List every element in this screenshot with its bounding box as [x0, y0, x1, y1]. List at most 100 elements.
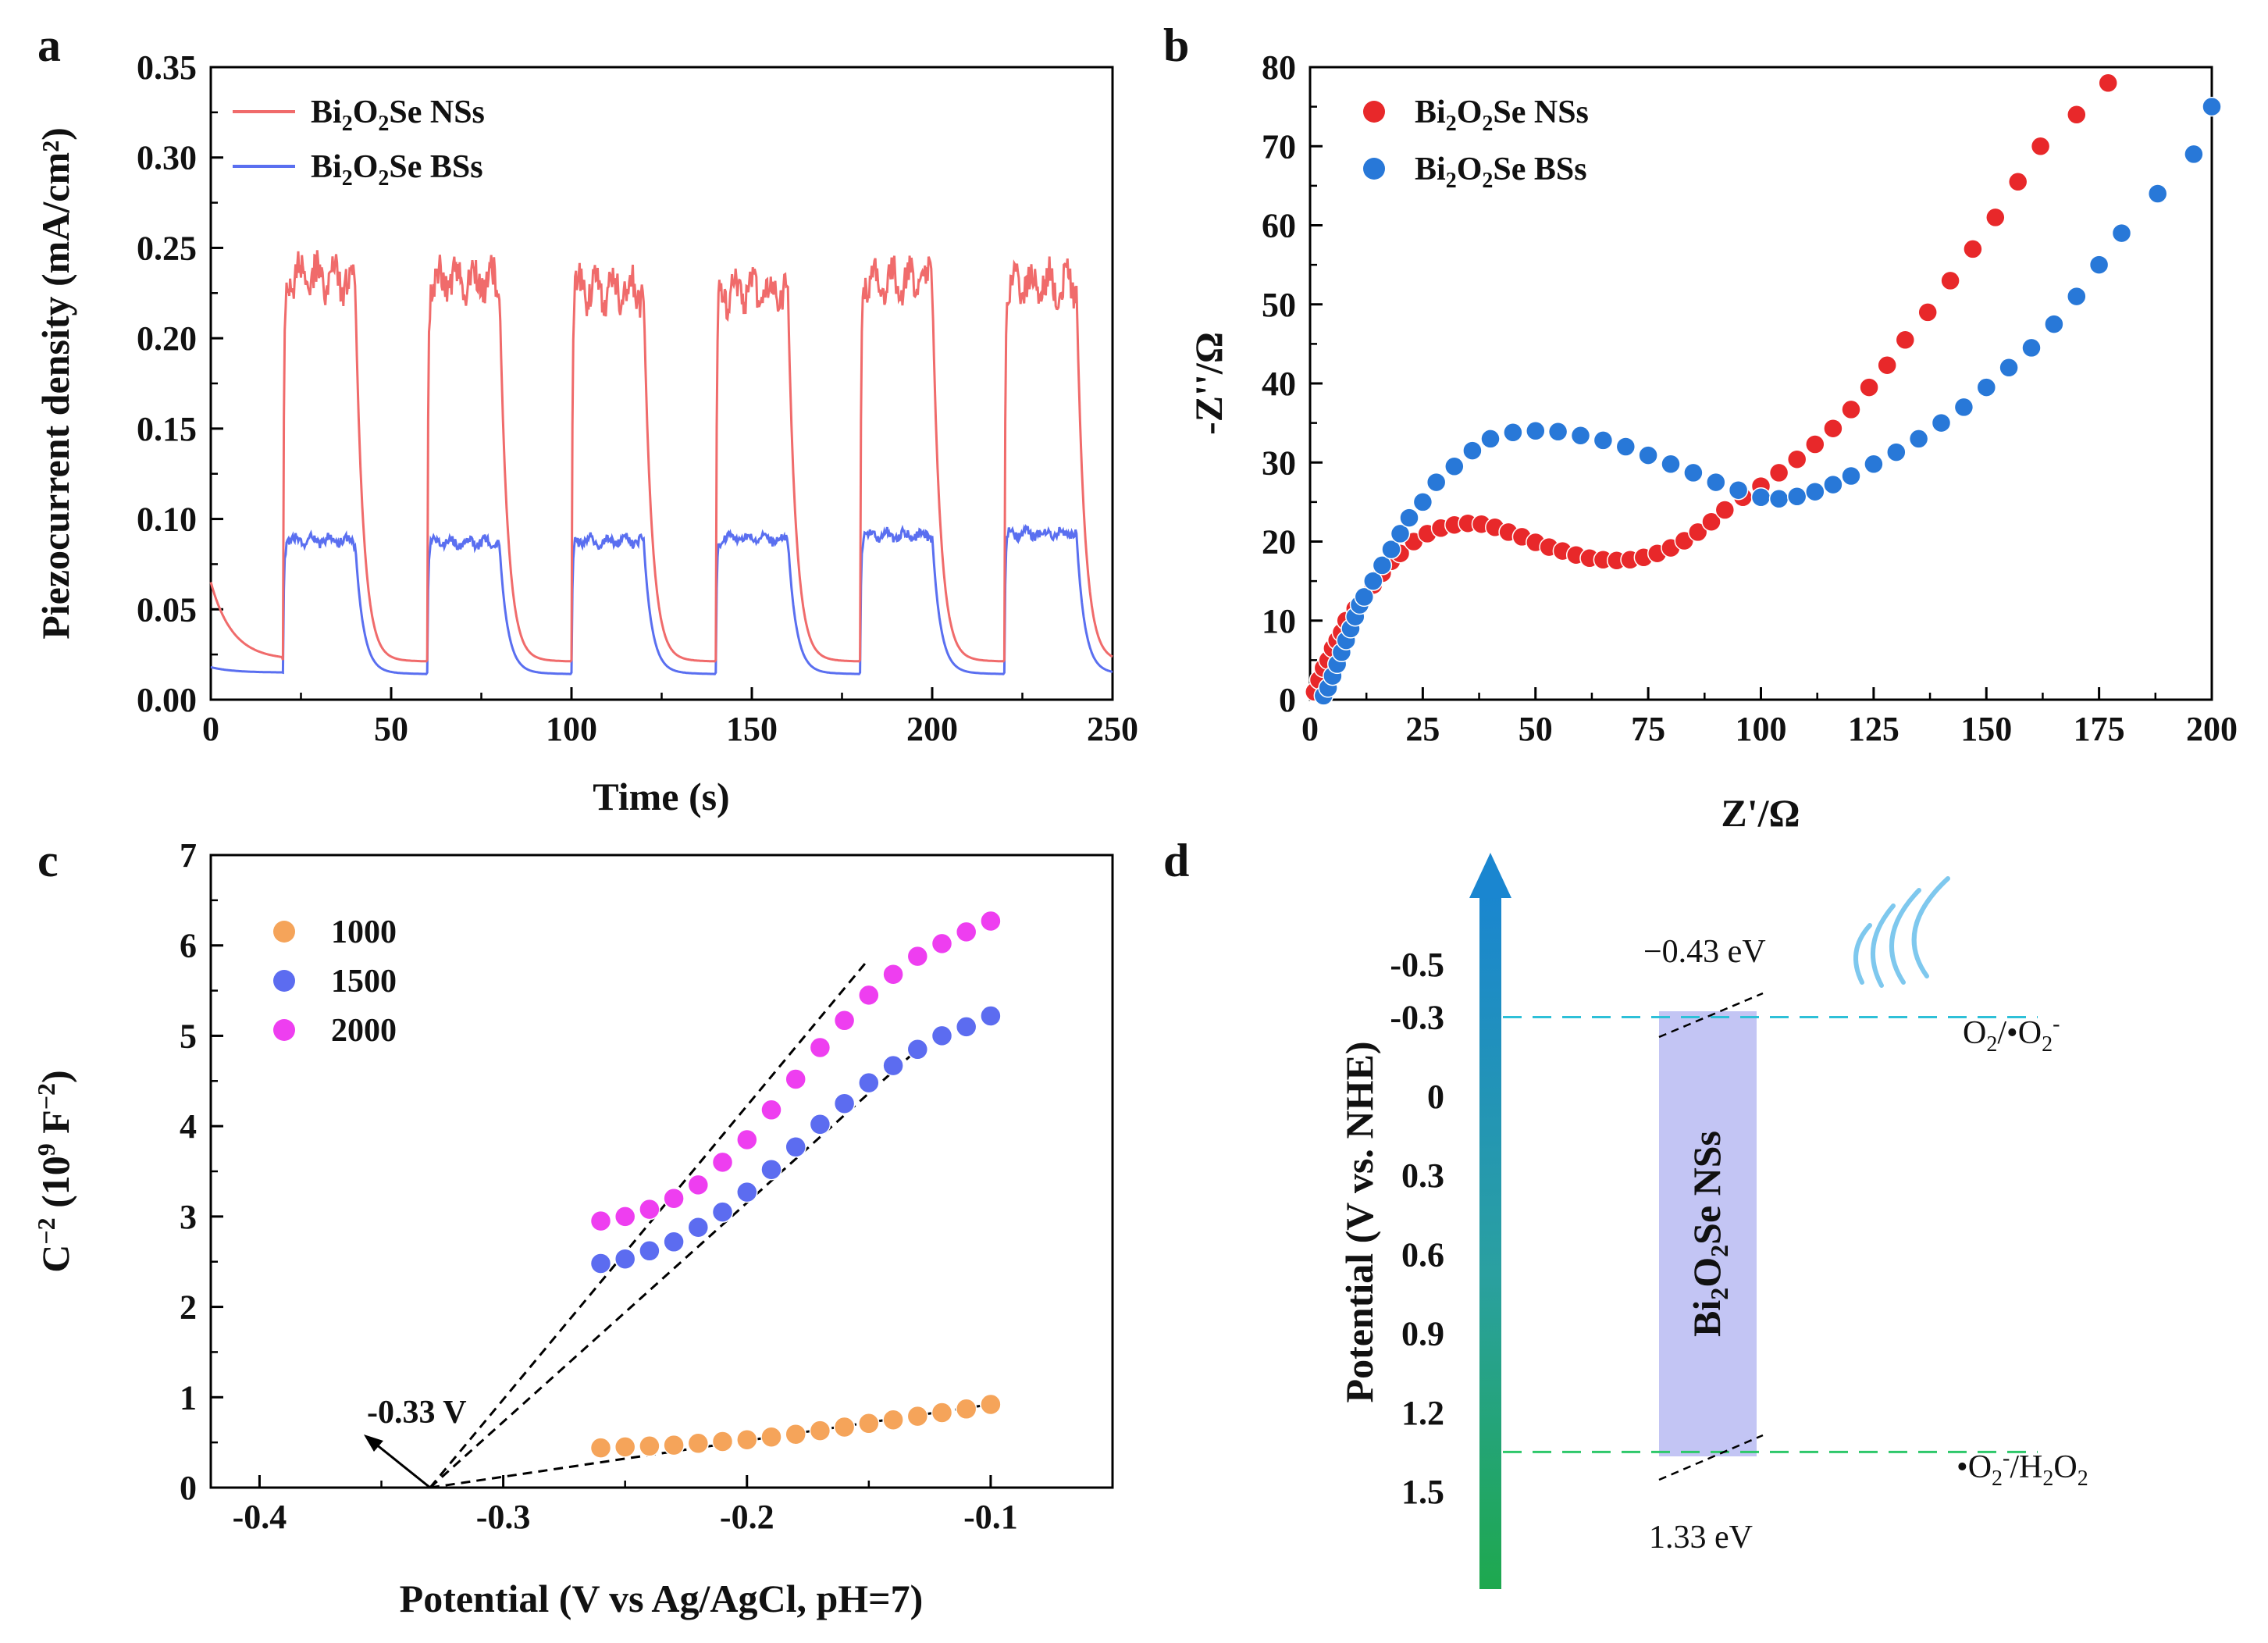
point-1500	[980, 1005, 1002, 1027]
legend-1500-label: 1500	[331, 964, 397, 1000]
arrow-line	[371, 1439, 431, 1489]
point-2000	[687, 1174, 710, 1196]
ns-point	[1877, 355, 1897, 376]
band-rectangle	[1659, 1011, 1757, 1456]
ns-point	[1985, 207, 2006, 228]
potential-tick-label: -0.3	[1390, 999, 1444, 1037]
bs-point	[1462, 440, 1483, 461]
legend-1000-marker	[273, 921, 295, 943]
x-tick-label: -0.4	[233, 1498, 287, 1536]
bs-point	[2111, 223, 2132, 244]
panel-d: d -0.5 -0.3 0 0.3 0.6 0.9 1.2 1.5 −0.43 eV 1.33…	[1163, 835, 2088, 1589]
y-tick-label: 1	[180, 1378, 197, 1417]
ns-point	[1963, 239, 1983, 259]
panel-b-xlabel: Z'/Ω	[1721, 791, 1800, 835]
legend-ns-marker	[1363, 101, 1385, 123]
bs-point	[1886, 442, 1907, 462]
potential-tick-label: 0	[1427, 1078, 1444, 1116]
band-label: Bi2O2Se NSs	[1685, 1131, 1733, 1337]
x-tick-label: 25	[1405, 710, 1440, 748]
panel-c-label: c	[37, 835, 59, 886]
bs-point	[1768, 489, 1789, 509]
panel-d-label: d	[1163, 835, 1189, 886]
panel-c-xlabel: Potential (V vs Ag/AgCl, pH=7)	[400, 1577, 924, 1620]
point-1500	[663, 1231, 685, 1253]
y-tick-label: 0.00	[137, 681, 197, 719]
vb-tangent-line	[1658, 1434, 1764, 1481]
y-tick-label: 20	[1262, 523, 1296, 561]
point-1000	[736, 1428, 758, 1451]
x-tick-label: 175	[2074, 710, 2125, 748]
legend-ns-label: Bi2O2Se NSs	[1415, 94, 1589, 136]
point-2000	[882, 963, 904, 985]
panel-a-legend: Bi2O2Se NSs Bi2O2Se BSs	[233, 94, 485, 191]
bs-point	[2021, 337, 2042, 358]
ns-point	[1805, 434, 1825, 454]
bs-point	[2184, 144, 2204, 165]
bs-point	[1593, 430, 1614, 451]
x-tick-label: 250	[1087, 710, 1138, 748]
potential-tick-label: 1.5	[1401, 1473, 1444, 1511]
point-1000	[589, 1437, 612, 1459]
panel-b: b 0 25 50 75 100 125 150 175 200 0 10 20 30 40 50 60 70 8…	[1163, 20, 2238, 835]
vb-energy-label: 1.33 eV	[1649, 1520, 1753, 1556]
bs-point	[1661, 454, 1681, 475]
bs-point	[1480, 429, 1501, 449]
legend-1500-marker	[273, 970, 295, 992]
point-2000	[736, 1128, 758, 1151]
point-1000	[980, 1393, 1002, 1416]
point-2000	[711, 1151, 734, 1174]
y-tick-label: 4	[180, 1107, 197, 1146]
point-2000	[785, 1068, 806, 1090]
bs-point	[2147, 184, 2168, 204]
arrow-head	[363, 1435, 383, 1452]
y-tick-label: 50	[1262, 286, 1296, 324]
bs-point	[1615, 437, 1636, 457]
y-tick-label: 0.05	[137, 590, 197, 629]
panel-b-label: b	[1163, 20, 1189, 71]
ns-point	[1895, 330, 1916, 351]
point-1500	[687, 1216, 710, 1238]
point-1500	[589, 1253, 612, 1274]
point-1000	[785, 1423, 806, 1445]
bs-point	[1503, 422, 1523, 443]
y-tick-label: 0.35	[137, 48, 197, 87]
bs-point	[1638, 445, 1658, 465]
bs-point	[1354, 586, 1375, 608]
point-1000	[882, 1409, 904, 1431]
point-1500	[858, 1071, 880, 1094]
x-tick-label: 200	[2186, 710, 2238, 748]
panel-a-xlabel: Time (s)	[593, 775, 729, 818]
ns-point	[1701, 511, 1721, 532]
point-1000	[687, 1432, 710, 1455]
point-1500	[809, 1114, 831, 1135]
panel-a: a 0 50 100 150 200 250 0.00 0.05 0.10 0.15 0.20 0.2…	[34, 20, 1138, 818]
point-2000	[639, 1198, 660, 1221]
potential-arrow-shaft	[1479, 890, 1501, 1589]
y-tick-label: 0.25	[137, 229, 197, 267]
ns-point	[1917, 302, 1938, 323]
panel-c: c -0.4 -0.3 -0.2 -0.1 0 1 2 3 4 5 6 7 1000 1500 200…	[32, 835, 1114, 1620]
ns-point	[2030, 136, 2051, 157]
panel-a-ticks: 0 50 100 150 200 250 0.00 0.05 0.10 0.15 0.20 0.25 0…	[137, 48, 1138, 748]
panel-c-ticks: -0.4 -0.3 -0.2 -0.1 0 1 2 3 4 5 6 7	[180, 836, 1018, 1536]
fit-line-2000	[429, 958, 870, 1488]
point-1500	[736, 1181, 758, 1203]
point-1000	[614, 1436, 636, 1458]
bs-point	[1412, 492, 1433, 512]
y-tick-label: 5	[180, 1017, 197, 1055]
point-2000	[931, 932, 953, 955]
x-tick-label: 75	[1631, 710, 1665, 748]
bs-point	[1570, 426, 1591, 446]
x-tick-label: -0.1	[963, 1498, 1018, 1536]
y-tick-label: 40	[1262, 365, 1296, 403]
point-2000	[760, 1099, 782, 1121]
intercept-annotation: -0.33 V	[367, 1395, 467, 1431]
level-lower-label: •O2-/H2O2	[1956, 1446, 2088, 1491]
potential-tick-label: 0.3	[1401, 1157, 1444, 1195]
bs-point	[1999, 358, 2019, 378]
bs-point	[1372, 555, 1393, 576]
bs-point	[1864, 454, 1884, 475]
bs-point	[1976, 377, 1997, 397]
